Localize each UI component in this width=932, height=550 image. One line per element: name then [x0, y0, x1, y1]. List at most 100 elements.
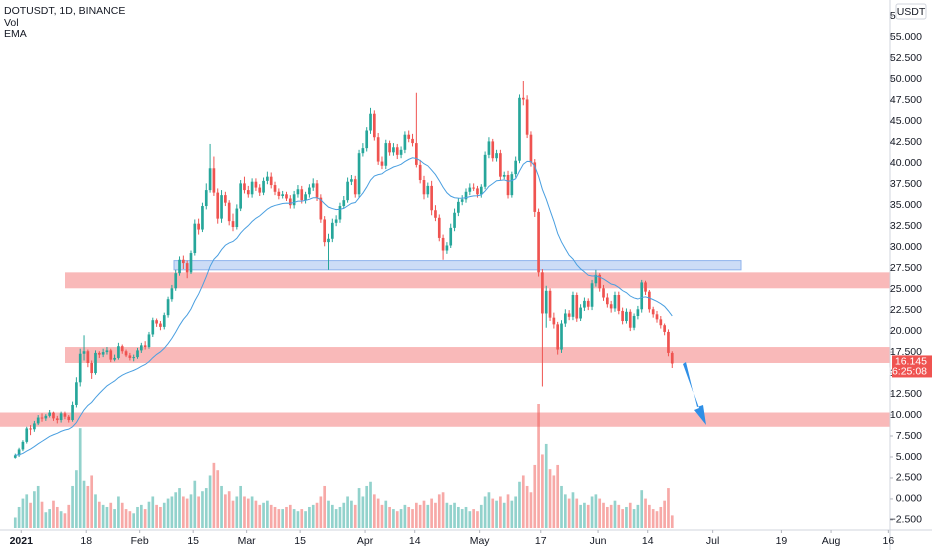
volume-bar [625, 506, 628, 528]
volume-bar [44, 512, 48, 528]
volume-bar [120, 502, 124, 528]
candle-body [170, 288, 174, 300]
candle-body [327, 238, 330, 243]
y-tick-label: 27.500 [890, 262, 922, 274]
volume-bar [342, 502, 346, 528]
candle-body [415, 143, 418, 165]
volume-bar [483, 496, 487, 528]
currency-box [895, 3, 927, 20]
candle-body [40, 417, 44, 419]
volume-bar [395, 511, 399, 528]
candle-body [441, 237, 445, 251]
candle-body [499, 153, 502, 177]
candle-body [82, 351, 86, 354]
candle-body [369, 113, 372, 131]
volume-bar [441, 492, 445, 528]
candle-body [224, 195, 227, 203]
candle-body [159, 323, 162, 327]
countdown-label: 16:25:08 [886, 366, 927, 378]
volume-bar [499, 496, 502, 528]
candle-body [655, 314, 659, 320]
zones [0, 260, 890, 427]
candle-body [617, 295, 621, 311]
volume-bar [353, 504, 357, 528]
zone [173, 260, 742, 271]
volume-bar [48, 509, 51, 528]
candle-body [52, 412, 55, 419]
candle-body [376, 137, 380, 162]
candle-body [598, 274, 602, 289]
candle-body [239, 183, 242, 209]
volume-bar [220, 485, 223, 528]
volume-bar [178, 488, 181, 528]
candle-body [346, 181, 349, 201]
volume-bar [525, 485, 529, 528]
candle-body [537, 211, 540, 273]
volume-bar [162, 502, 166, 528]
volume-bar [602, 502, 605, 528]
candle-body [288, 198, 292, 206]
candle-body [117, 346, 120, 358]
candle-body [479, 186, 483, 195]
candle-body [472, 187, 475, 189]
volume-bar [533, 464, 537, 528]
y-tick-label: 20.000 [890, 325, 922, 337]
candle-body [422, 180, 426, 195]
candle-body [640, 282, 644, 310]
volume-bar [372, 494, 376, 528]
arrow-annotation [683, 362, 706, 425]
candle-body [457, 201, 460, 213]
candle-body [277, 191, 281, 196]
candle-body [216, 192, 220, 219]
volume-bar [621, 509, 624, 528]
ema-line [15, 157, 673, 456]
candle-body [399, 149, 403, 155]
volume-bar [315, 502, 319, 528]
volume-bar [82, 480, 86, 528]
x-tick-label: 18 [80, 535, 92, 547]
volume-bar [71, 485, 74, 528]
volume-bar [334, 509, 338, 528]
candle-body [518, 97, 521, 161]
candle-body [243, 183, 246, 191]
volume-bar [617, 504, 621, 528]
volume-bar [514, 496, 518, 528]
volume-bar [113, 509, 116, 528]
volume-bar [67, 504, 71, 528]
candle-body [178, 259, 181, 274]
volume-bar [365, 485, 369, 528]
candle-body [644, 282, 647, 292]
candle-body [476, 188, 479, 195]
x-tick-label: Feb [131, 535, 149, 547]
volume-bar [667, 488, 670, 528]
volume-bar [457, 506, 460, 528]
y-tick-label: 0.000 [896, 493, 922, 505]
y-tick-label: 5.000 [896, 451, 922, 463]
candle-body [502, 174, 506, 177]
candle-body [311, 183, 315, 188]
candle-body [556, 324, 560, 350]
candle-body [487, 141, 491, 155]
x-tick-label: 15 [187, 535, 199, 547]
x-tick-label: Apr [357, 535, 374, 547]
volume-layer [13, 404, 674, 528]
y-tick-label: 55.000 [890, 31, 922, 43]
volume-bar [491, 498, 495, 528]
candle-body [281, 194, 284, 196]
candle-body [395, 147, 399, 155]
volume-bar [311, 504, 315, 528]
volume-bar [357, 488, 361, 528]
volume-bar [632, 509, 636, 528]
candle-body [330, 222, 334, 239]
candle-body [357, 153, 361, 195]
volume-bar [510, 500, 514, 528]
candle-body [128, 355, 132, 358]
candle-body [59, 413, 63, 421]
candle-body [120, 346, 124, 352]
x-tick-label: 2021 [10, 535, 34, 547]
volume-bar [541, 454, 544, 528]
volume-bar [304, 511, 307, 528]
candle-body [193, 223, 197, 254]
candle-body [602, 288, 605, 298]
volume-bar [59, 511, 63, 528]
